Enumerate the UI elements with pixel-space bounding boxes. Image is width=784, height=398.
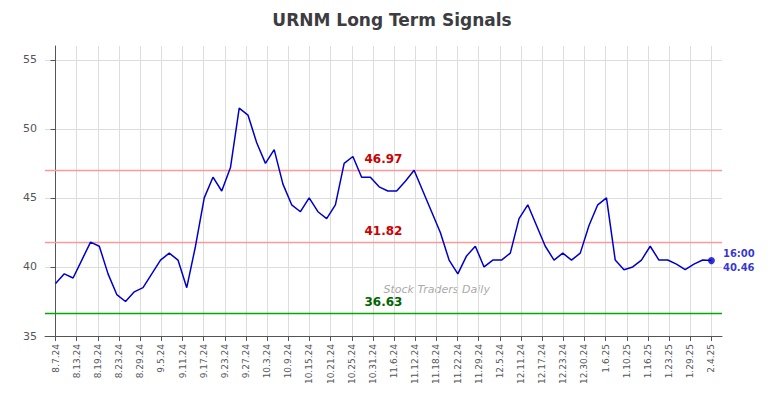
svg-text:12.30.24: 12.30.24 <box>579 344 589 384</box>
svg-text:10.15.24: 10.15.24 <box>304 344 314 384</box>
svg-text:8.13.24: 8.13.24 <box>72 344 82 379</box>
svg-text:46.97: 46.97 <box>365 152 403 166</box>
svg-text:1.29.25: 1.29.25 <box>685 344 695 378</box>
svg-text:10.3.24: 10.3.24 <box>262 344 272 379</box>
svg-text:16:00: 16:00 <box>723 248 755 259</box>
svg-text:10.21.24: 10.21.24 <box>326 344 336 384</box>
svg-text:1.23.25: 1.23.25 <box>664 344 674 378</box>
svg-text:9.17.24: 9.17.24 <box>199 344 209 379</box>
svg-text:10.9.24: 10.9.24 <box>283 344 293 379</box>
svg-text:1.10.25: 1.10.25 <box>622 344 632 378</box>
svg-text:50: 50 <box>23 122 37 135</box>
svg-text:10.31.24: 10.31.24 <box>368 344 378 384</box>
svg-text:9.23.24: 9.23.24 <box>220 344 230 379</box>
svg-text:40.46: 40.46 <box>723 262 755 273</box>
svg-text:9.5.24: 9.5.24 <box>156 344 166 373</box>
svg-text:9.27.24: 9.27.24 <box>241 344 251 379</box>
svg-text:11.6.24: 11.6.24 <box>389 344 399 379</box>
svg-text:1.6.25: 1.6.25 <box>601 344 611 373</box>
svg-text:2.4.25: 2.4.25 <box>706 344 716 373</box>
svg-text:9.11.24: 9.11.24 <box>178 344 188 379</box>
svg-text:Stock Traders Daily: Stock Traders Daily <box>383 283 490 297</box>
svg-text:8.23.24: 8.23.24 <box>114 344 124 379</box>
svg-text:11.29.24: 11.29.24 <box>474 344 484 384</box>
svg-text:11.22.24: 11.22.24 <box>453 344 463 384</box>
svg-text:12.11.24: 12.11.24 <box>516 344 526 384</box>
svg-text:12.17.24: 12.17.24 <box>537 344 547 384</box>
svg-text:55: 55 <box>23 53 37 66</box>
svg-text:11.18.24: 11.18.24 <box>431 344 441 384</box>
svg-text:35: 35 <box>23 330 37 343</box>
svg-text:1.16.25: 1.16.25 <box>643 344 653 378</box>
svg-text:URNM Long Term Signals: URNM Long Term Signals <box>272 10 511 30</box>
svg-text:8.7.24: 8.7.24 <box>51 344 61 373</box>
svg-text:40: 40 <box>23 260 37 273</box>
svg-text:12.5.24: 12.5.24 <box>495 344 505 379</box>
svg-text:36.63: 36.63 <box>365 295 403 309</box>
svg-text:8.19.24: 8.19.24 <box>93 344 103 379</box>
svg-text:12.23.24: 12.23.24 <box>558 344 568 384</box>
svg-text:45: 45 <box>23 191 37 204</box>
svg-text:11.12.24: 11.12.24 <box>410 344 420 384</box>
svg-text:8.29.24: 8.29.24 <box>135 344 145 379</box>
svg-text:41.82: 41.82 <box>365 224 403 238</box>
svg-text:10.25.24: 10.25.24 <box>347 344 357 384</box>
